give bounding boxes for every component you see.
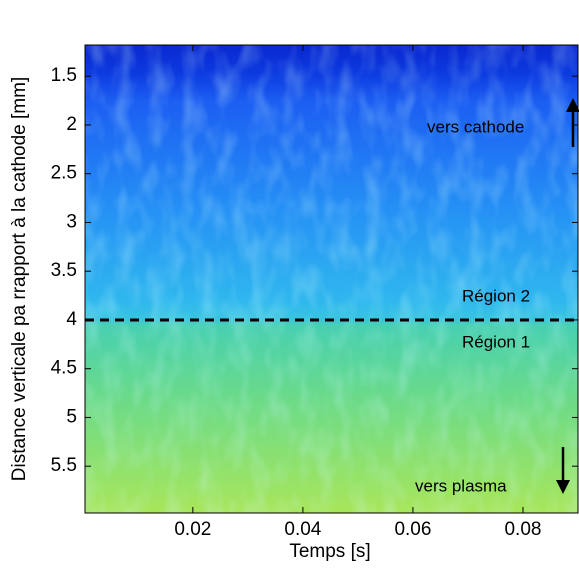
y-tick-label: 2.5 <box>51 163 77 184</box>
annotation: Région 2 <box>462 286 530 305</box>
y-tick-label: 1.5 <box>51 65 77 86</box>
y-tick-label: 3.5 <box>51 260 77 281</box>
y-axis-label: Distance verticale pa rrapport à la cath… <box>9 77 30 481</box>
y-tick-label: 5 <box>66 406 77 427</box>
heatmap-texture <box>85 45 578 513</box>
annotation: vers plasma <box>415 476 507 495</box>
annotation: Région 1 <box>462 332 530 351</box>
x-tick-label: 0.04 <box>284 519 321 540</box>
plot-frame <box>84 44 579 514</box>
x-axis-label: Temps [s] <box>289 541 370 562</box>
arrow-up <box>566 98 579 147</box>
heatmap <box>85 45 578 513</box>
annotation: vers cathode <box>427 117 524 136</box>
x-tick-label: 0.08 <box>504 519 541 540</box>
x-tick-label: 0.06 <box>394 519 431 540</box>
y-tick-label: 2 <box>66 114 77 135</box>
x-tick-label: 0.02 <box>174 519 211 540</box>
y-tick-label: 3 <box>66 211 77 232</box>
y-tick-label: 4 <box>66 309 77 330</box>
arrow-down <box>556 447 570 494</box>
y-tick-label: 4.5 <box>51 358 77 379</box>
y-tick-label: 5.5 <box>51 455 77 476</box>
